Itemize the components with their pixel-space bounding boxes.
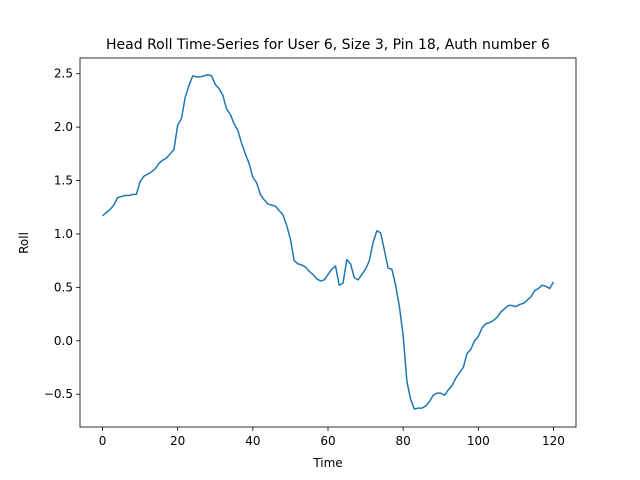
x-axis-label: Time (312, 456, 342, 470)
y-tick-label: 1.0 (54, 227, 73, 241)
y-axis-label: Roll (17, 232, 31, 254)
x-tick-label: 40 (245, 434, 260, 448)
x-tick-label: 80 (396, 434, 411, 448)
y-tick-label: 2.0 (54, 120, 73, 134)
x-tick-label: 20 (170, 434, 185, 448)
y-tick-label: 0.5 (54, 280, 73, 294)
y-tick-label: 0.0 (54, 334, 73, 348)
y-tick-label: 1.5 (54, 174, 73, 188)
axes-frame (79, 57, 577, 428)
line (102, 74, 555, 410)
y-tick-label: 2.5 (54, 67, 73, 81)
x-tick-label: 100 (467, 434, 490, 448)
chart-title: Head Roll Time-Series for User 6, Size 3… (106, 37, 550, 53)
x-tick-label: 0 (99, 434, 107, 448)
y-tick-label: −0.5 (44, 387, 73, 401)
x-tick-label: 120 (542, 434, 565, 448)
x-tick-label: 60 (320, 434, 335, 448)
